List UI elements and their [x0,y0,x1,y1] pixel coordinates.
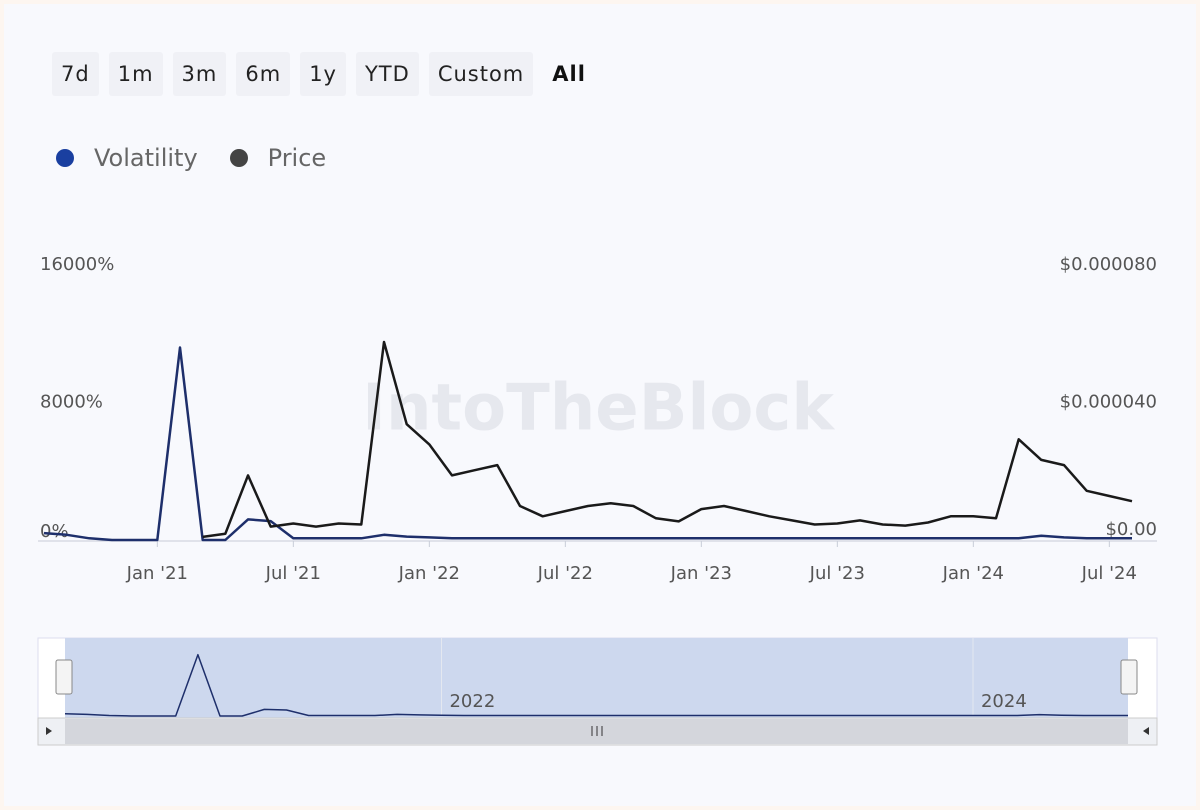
navigator-handle[interactable] [1120,659,1138,695]
range-button[interactable]: Custom [428,52,534,96]
x-tick-label: Jan '24 [942,563,1004,584]
navigator-label: 2022 [449,691,495,712]
range-button[interactable]: 1m [108,52,163,96]
range-button[interactable]: 1y [300,52,346,96]
x-tick-label: Jan '23 [670,563,732,584]
y-tick-label: 8000% [40,392,103,413]
series-line [202,340,1133,539]
scrollbar-grip [591,726,603,736]
legend-label: Price [267,144,327,172]
navigator-handle[interactable] [55,659,73,695]
x-tick-label: Jan '22 [398,563,460,584]
range-buttons: 7d 1m 3m 6m 1y YTD Custom All [52,52,595,96]
x-tick-label: Jan '21 [126,563,188,584]
scroll-left-arrow[interactable] [46,727,52,735]
navigator-label: 2024 [981,691,1027,712]
y-tick-label: 16000% [40,254,114,275]
chart-widget: 7d 1m 3m 6m 1y YTD Custom All Volatility Price I… [4,4,1196,806]
legend: Volatility Price [56,144,326,172]
scroll-right-arrow[interactable] [1143,727,1149,735]
x-tick-label: Jul '23 [809,563,865,584]
x-tick-label: Jul '22 [537,563,593,584]
legend-marker [229,149,248,167]
legend-item[interactable]: Price [229,144,327,172]
range-button[interactable]: 3m [172,52,227,96]
range-button[interactable]: 6m [236,52,291,96]
navigator-selection [65,638,1128,718]
legend-item[interactable]: Volatility [56,144,198,172]
navigator-line [64,653,1128,717]
series-line [43,346,1132,542]
y2-tick-label: $0.000080 [1060,254,1157,275]
range-button[interactable]: YTD [355,52,419,96]
x-tick-label: Jul '21 [265,563,321,584]
x-tick-label: Jul '24 [1081,563,1137,584]
range-button[interactable]: 7d [52,52,99,96]
watermark: IntoTheBlock [362,372,835,446]
range-button[interactable]: All [552,62,586,86]
legend-label: Volatility [94,144,198,172]
y2-tick-label: $0.00 [1105,519,1157,540]
y2-tick-label: $0.000040 [1060,392,1157,413]
chart: IntoTheBlock 0% 8000% 16000% $0.00 $0.000040… [37,254,1158,746]
legend-marker [56,149,74,167]
y-tick-label: 0% [40,521,69,542]
